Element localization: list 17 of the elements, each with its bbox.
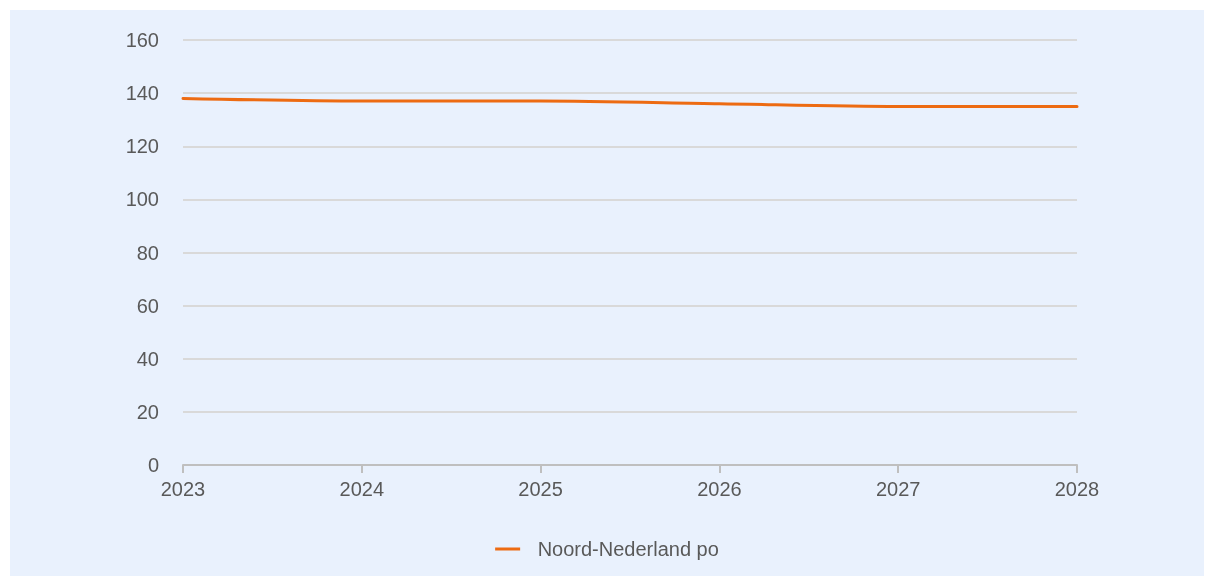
legend-label: Noord-Nederland po — [537, 538, 719, 560]
x-tick-label: 2025 — [518, 478, 563, 500]
y-tick-label: 140 — [125, 82, 159, 105]
y-tick-label: 0 — [147, 454, 159, 476]
x-tick-label: 2023 — [160, 478, 206, 500]
y-tick-label: 160 — [125, 29, 159, 51]
x-tick-label: 2024 — [339, 478, 385, 500]
y-tick-label: 80 — [136, 241, 159, 264]
y-tick-label: 120 — [125, 135, 159, 158]
y-tick-label: 40 — [136, 347, 159, 370]
line-series — [181, 96, 1079, 108]
x-tick-label: 2026 — [697, 478, 742, 500]
y-tick-label: 60 — [136, 294, 159, 317]
x-tick-label: 2027 — [875, 478, 921, 500]
x-tick-label: 2028 — [1054, 478, 1100, 500]
y-tick-label: 20 — [136, 400, 159, 423]
y-tick-label: 100 — [125, 188, 159, 211]
